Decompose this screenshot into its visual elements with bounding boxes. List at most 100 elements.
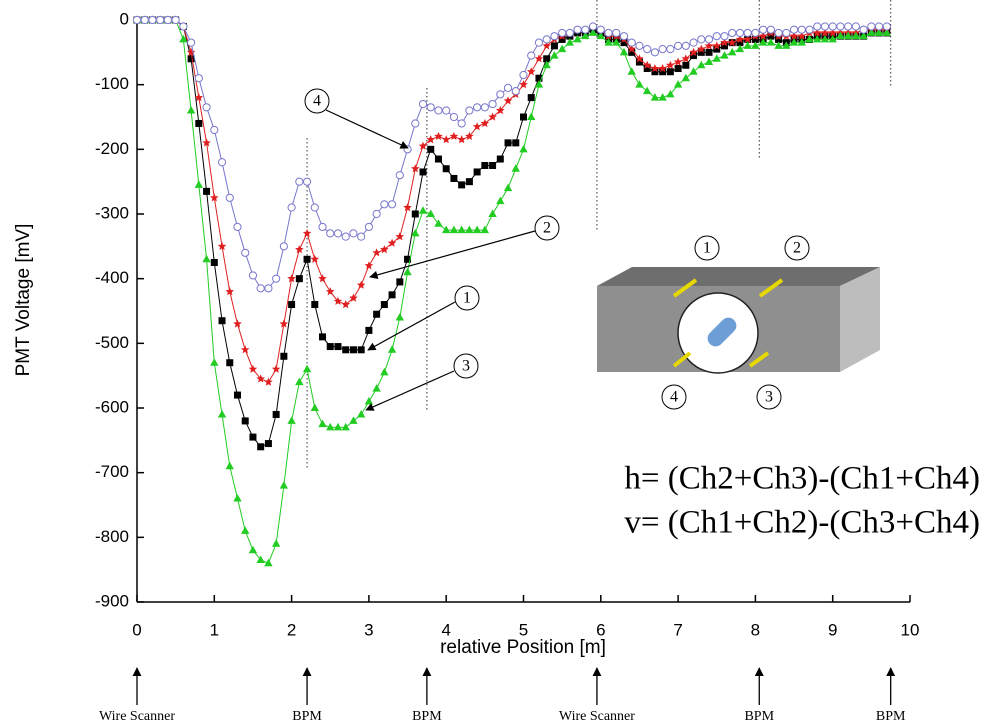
marker <box>619 47 629 56</box>
marker <box>520 113 527 121</box>
marker <box>704 35 714 44</box>
marker <box>387 200 397 209</box>
marker <box>480 119 490 128</box>
marker <box>681 73 691 82</box>
marker <box>627 44 636 53</box>
electrode <box>672 351 692 368</box>
device-label: BPM <box>744 709 774 724</box>
callout-arrow <box>367 301 456 351</box>
marker <box>342 346 350 354</box>
marker <box>225 461 234 470</box>
marker <box>248 364 258 373</box>
callout-circle <box>784 235 810 261</box>
marker <box>395 232 405 241</box>
marker <box>256 374 265 383</box>
marker <box>372 209 381 219</box>
y-tick-label: -100 <box>95 74 129 93</box>
marker <box>302 364 312 373</box>
marker <box>395 171 404 180</box>
marker <box>627 38 636 47</box>
x-tick-label: 7 <box>673 620 682 639</box>
marker <box>195 119 203 127</box>
marker <box>697 44 706 53</box>
marker <box>418 99 428 109</box>
marker <box>480 225 490 234</box>
marker <box>635 58 643 66</box>
marker <box>542 41 551 50</box>
marker <box>635 80 644 88</box>
marker <box>326 343 334 351</box>
marker <box>728 47 737 56</box>
marker <box>186 106 196 114</box>
marker <box>326 229 335 238</box>
marker <box>472 122 482 131</box>
callout-label: 1 <box>703 240 711 257</box>
x-tick-label: 1 <box>210 620 219 639</box>
marker <box>496 155 504 163</box>
marker <box>658 45 667 54</box>
marker <box>527 94 535 102</box>
marker <box>449 131 459 140</box>
marker <box>496 90 505 99</box>
device-label: Wire Scanner <box>99 709 175 724</box>
marker <box>388 291 396 299</box>
box-top <box>597 267 880 286</box>
marker <box>712 54 721 62</box>
marker <box>720 51 729 59</box>
marker <box>302 228 312 237</box>
marker <box>140 15 149 25</box>
marker <box>279 481 289 489</box>
series <box>132 15 891 293</box>
marker <box>503 183 513 192</box>
marker <box>210 259 218 266</box>
marker <box>357 232 366 241</box>
marker <box>279 319 289 328</box>
marker <box>179 34 188 43</box>
marker <box>736 39 744 47</box>
marker <box>465 178 473 186</box>
marker <box>813 28 822 37</box>
marker <box>743 28 752 38</box>
marker <box>217 241 227 250</box>
marker <box>813 22 822 31</box>
marker <box>465 106 474 115</box>
marker <box>874 28 884 36</box>
marker <box>302 177 312 186</box>
marker <box>356 409 366 418</box>
device-label: BPM <box>292 709 322 724</box>
marker <box>411 210 419 218</box>
marker <box>596 31 605 40</box>
marker <box>704 57 714 66</box>
marker <box>489 162 497 169</box>
marker <box>333 229 343 238</box>
marker <box>233 222 242 232</box>
marker <box>272 274 281 283</box>
marker <box>372 384 381 392</box>
y-tick-label: -500 <box>95 333 129 352</box>
y-tick-label: 0 <box>120 9 129 28</box>
x-tick-label: 4 <box>441 620 450 639</box>
marker <box>828 22 837 31</box>
marker <box>248 271 258 280</box>
marker <box>635 54 644 63</box>
marker <box>504 139 512 147</box>
marker <box>241 417 249 425</box>
marker <box>820 34 830 43</box>
marker <box>418 206 428 214</box>
marker <box>264 377 273 386</box>
marker <box>318 222 327 232</box>
marker <box>534 80 544 88</box>
marker <box>720 32 729 41</box>
marker <box>287 416 296 424</box>
callout-circle <box>304 88 330 114</box>
marker <box>380 301 388 309</box>
marker <box>581 25 590 34</box>
marker <box>704 41 714 50</box>
marker <box>758 31 768 40</box>
marker <box>217 409 227 418</box>
marker <box>820 28 830 37</box>
x-tick-label: 3 <box>364 620 373 639</box>
electrode <box>758 278 784 298</box>
marker <box>434 155 442 163</box>
marker <box>288 301 296 309</box>
